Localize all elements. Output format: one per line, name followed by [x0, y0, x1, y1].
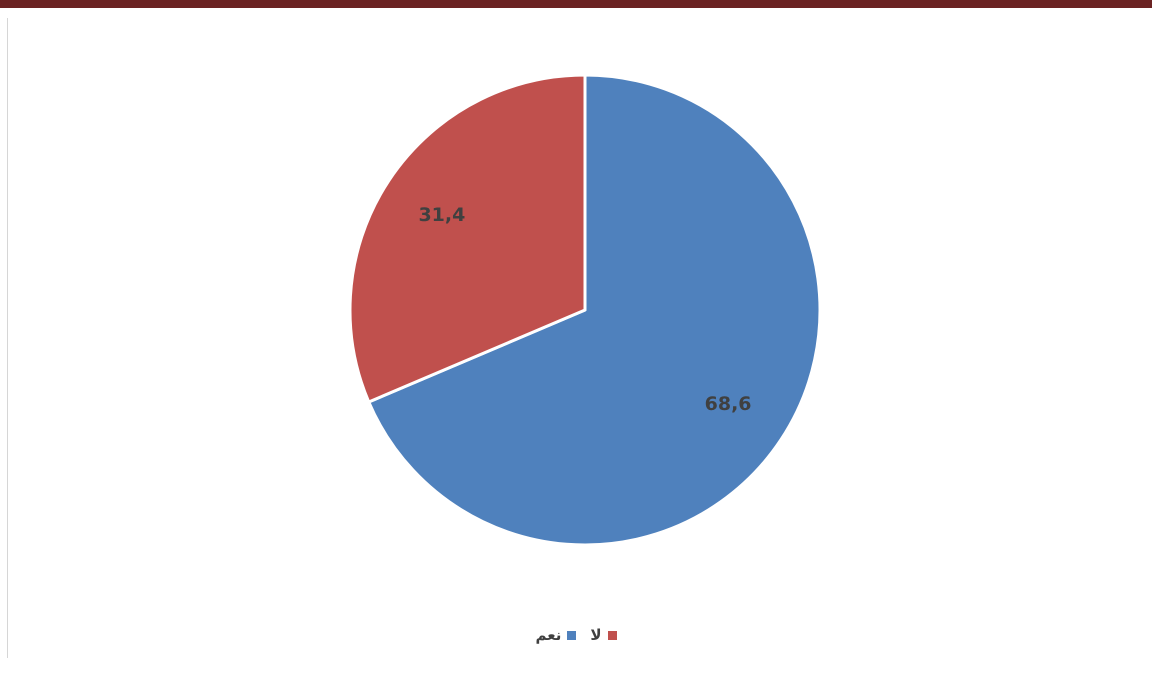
legend-entry-yes: نعم: [535, 626, 577, 644]
left-border-rule: [7, 18, 8, 658]
legend-label-no: لا: [590, 626, 602, 644]
pie-slices: [348, 73, 822, 547]
top-accent-bar: [0, 0, 1152, 8]
pie-slice-no: [348, 73, 587, 404]
chart-legend: لا نعم: [0, 626, 1152, 644]
data-label-yes: 68,6: [705, 393, 752, 415]
pie-slice-yes: [367, 73, 822, 547]
legend-swatch-no: [607, 630, 617, 640]
data-label-no: 31,4: [418, 204, 465, 226]
legend-entry-no: لا: [590, 626, 617, 644]
legend-swatch-yes: [567, 630, 577, 640]
pie-data-labels: 68,6 31,4: [418, 204, 751, 415]
legend-label-yes: نعم: [535, 626, 562, 644]
